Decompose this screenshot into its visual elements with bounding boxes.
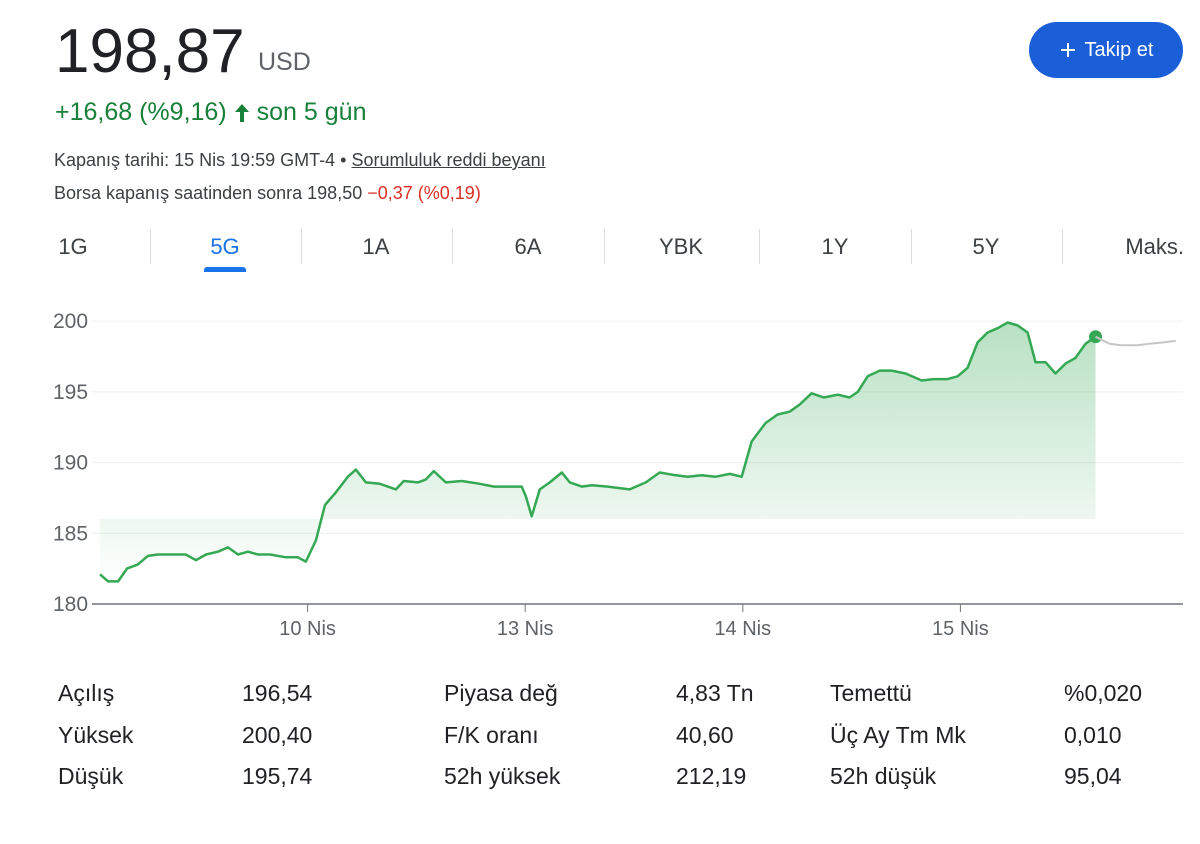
tab[interactable]: 1Y (821, 234, 849, 259)
x-tick-label: 13 Nis (497, 618, 554, 640)
y-tick-label: 190 (53, 452, 88, 475)
tab[interactable]: Maks. (1125, 234, 1184, 259)
separator: • (340, 150, 347, 170)
y-tick-label: 180 (53, 593, 88, 616)
x-tick-label: 14 Nis (714, 618, 771, 640)
stat-label: Piyasa değ (444, 680, 558, 706)
stat-value: 195,74 (242, 763, 313, 789)
x-tick-label: 15 Nis (932, 618, 989, 640)
stat-label: Açılış (58, 680, 115, 706)
close-info-line: Kapanış tarihi: 15 Nis 19:59 GMT-4 • Sor… (54, 150, 546, 171)
tab-underline (204, 267, 246, 272)
tab-separator (604, 229, 605, 264)
stat-value: %0,020 (1064, 680, 1143, 706)
y-tick-label: 185 (53, 522, 88, 545)
tab-separator (759, 229, 760, 264)
y-tick-label: 200 (53, 310, 88, 333)
tab-separator (1062, 229, 1063, 264)
stat-label: Düşük (58, 763, 124, 789)
stat-value: 196,54 (242, 680, 313, 706)
period: son 5 gün (256, 98, 367, 126)
stat-label: Üç Ay Tm Mk (830, 722, 966, 748)
y-tick-label: 195 (53, 381, 88, 404)
area-fill (100, 322, 1096, 582)
stat-value: 0,010 (1064, 722, 1122, 748)
stat-label: F/K oranı (444, 722, 539, 748)
stat-label: Temettü (830, 680, 912, 706)
stat-value: 212,19 (676, 763, 747, 789)
tab[interactable]: YBK (658, 234, 704, 259)
stat-value: 95,04 (1064, 763, 1122, 789)
follow-label: Takip et (1084, 38, 1154, 61)
after-hours-label: Borsa kapanış saatinden sonra 198,50 (54, 183, 363, 203)
tab[interactable]: 1A (362, 234, 390, 259)
price-chart: 180 185 190 195 200 10 Nis 13 Nis 14 Nis 15 Nis (53, 310, 1183, 640)
currency: USD (258, 48, 311, 76)
close-info: Kapanış tarihi: 15 Nis 19:59 GMT-4 (54, 150, 336, 170)
stat-label: Yüksek (58, 722, 134, 748)
tab[interactable]: 6A (514, 234, 542, 259)
stat-label: 52h yüksek (444, 763, 561, 789)
plus-icon (1060, 43, 1075, 57)
tab-separator (150, 229, 151, 264)
tab[interactable]: 5Y (972, 234, 1000, 259)
stat-label: 52h düşük (830, 763, 937, 789)
stat-value: 4,83 Tn (676, 680, 754, 706)
price: 198,87 (55, 17, 245, 86)
tab[interactable]: 1G (58, 234, 88, 259)
price-line (1095, 335, 1176, 347)
change-line: +16,68 (%9,16) son 5 gün (55, 98, 366, 127)
tab-separator (911, 229, 912, 264)
after-hours-change: −0,37 (%0,19) (367, 183, 481, 203)
x-tick-label: 10 Nis (279, 618, 336, 640)
disclaimer-link[interactable]: Sorumluluk reddi beyanı (351, 150, 546, 170)
follow-button[interactable]: Takip et (1029, 22, 1183, 78)
after-hours-line: Borsa kapanış saatinden sonra 198,50 −0,… (54, 183, 481, 204)
price-line (99, 321, 1097, 583)
tab-separator (452, 229, 453, 264)
change: +16,68 (%9,16) (55, 98, 227, 126)
tab-separator (301, 229, 302, 264)
stat-value: 40,60 (676, 722, 734, 748)
up-arrow (234, 103, 249, 122)
stat-value: 200,40 (242, 722, 313, 748)
tab[interactable]: 5G (210, 234, 240, 259)
